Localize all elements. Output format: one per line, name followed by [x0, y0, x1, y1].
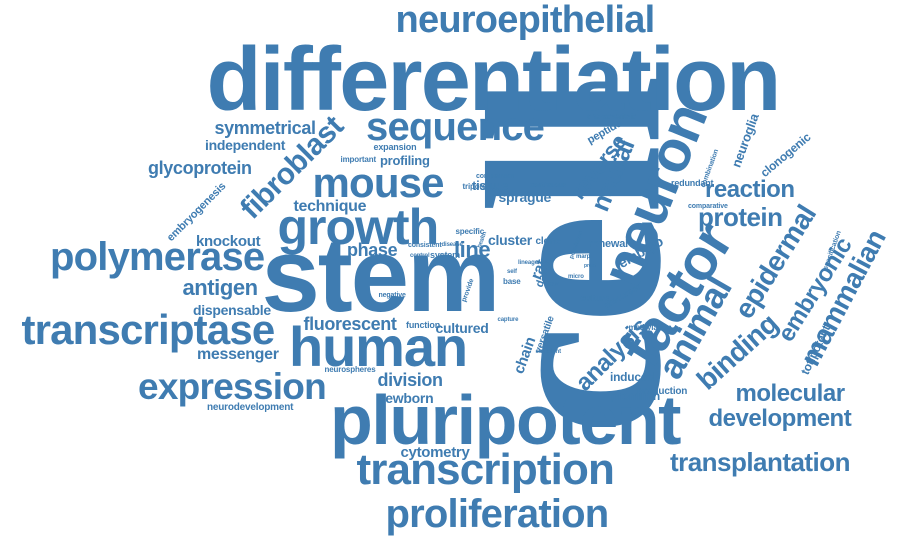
- word-characteristic: characteristic: [587, 112, 637, 121]
- word-production: production: [637, 386, 688, 397]
- word-human: human: [289, 315, 468, 378]
- word-differentiation: differentiation: [206, 30, 782, 130]
- word-sequence: sequence: [366, 105, 545, 149]
- word-important: important: [340, 155, 377, 164]
- word-dispensable: dispensable: [193, 302, 271, 318]
- word-development: development: [708, 405, 852, 432]
- word-fluorescent: fluorescent: [303, 314, 397, 334]
- word-clonogenic: clonogenic: [757, 130, 813, 180]
- word-disease: disease: [441, 242, 463, 248]
- word-negative: negative: [378, 291, 406, 299]
- word-profiling: profiling: [380, 152, 430, 168]
- word-polymerase: polymerase: [50, 235, 265, 279]
- word-transcriptase: transcriptase: [21, 306, 276, 353]
- word-capture: capture: [497, 317, 519, 323]
- word-methylation: methylation: [628, 323, 672, 332]
- word-tripotent: tripotent: [462, 182, 494, 191]
- word-micro: micro: [568, 274, 584, 280]
- word-culture: culture: [580, 292, 610, 303]
- word-reaction: reaction: [705, 176, 795, 203]
- word-proliferation: proliferation: [385, 492, 610, 536]
- word-base: base: [503, 277, 521, 286]
- word-neurodevelopment: neurodevelopment: [207, 402, 294, 413]
- word-neuroepithelial: neuroepithelial: [395, 0, 656, 41]
- word-technique: technique: [293, 198, 367, 215]
- word-tissue: tissue: [472, 177, 509, 193]
- word-line: line: [454, 237, 491, 262]
- word-induced: induced: [610, 370, 655, 384]
- word-division: division: [377, 370, 444, 390]
- word-clone: clone: [535, 236, 561, 247]
- word-molecular: molecular: [735, 380, 846, 407]
- word-consistent: consistent: [408, 241, 442, 249]
- word-expansion: expansion: [373, 141, 417, 152]
- word-symmetrical: symmetrical: [214, 118, 316, 138]
- word-flow: flow: [545, 280, 560, 288]
- word-sprague: sprague: [498, 189, 552, 205]
- word-continuous: continuous: [530, 181, 567, 189]
- word-marp: marp: [576, 254, 591, 260]
- word-system: system: [430, 249, 460, 260]
- word-specific: specific: [455, 227, 485, 236]
- word-transcription: transcription: [356, 445, 615, 494]
- word-glycoprotein: glycoprotein: [148, 158, 252, 178]
- word-renewal: renewal: [588, 237, 629, 250]
- word-function: function: [406, 319, 441, 330]
- word-comparative: comparative: [688, 202, 728, 210]
- word-protein: protein: [698, 202, 783, 232]
- word-neurospheres: neurospheres: [324, 365, 376, 374]
- word-cluster: cluster: [488, 232, 532, 248]
- word-newborn: newborn: [377, 390, 434, 406]
- word-cultured: cultured: [435, 320, 489, 336]
- word-redundant: redundant: [671, 177, 714, 188]
- word-cytometry: cytometry: [400, 443, 470, 461]
- word-mouse: mouse: [312, 159, 445, 206]
- word-prominin: prominin: [610, 389, 661, 403]
- word-knockout: knockout: [196, 232, 261, 250]
- word-self: self: [507, 269, 517, 275]
- word-independent: independent: [205, 137, 286, 153]
- word-lineage: lineage: [518, 260, 538, 266]
- word-proof: proof: [584, 262, 597, 269]
- word-expression: expression: [138, 365, 327, 407]
- word-messenger: messenger: [197, 346, 279, 363]
- word-growth: growth: [277, 199, 440, 255]
- word-control: control: [410, 253, 430, 259]
- word-phase: phase: [347, 240, 398, 260]
- word-antigen: antigen: [182, 275, 259, 300]
- word-transplantation: transplantation: [670, 447, 851, 477]
- word-pluripotent: pluripotent: [330, 381, 681, 459]
- word-sufficient: sufficient: [535, 349, 562, 355]
- word-comparison: comparison: [476, 172, 515, 180]
- word-stem: stem: [261, 216, 501, 334]
